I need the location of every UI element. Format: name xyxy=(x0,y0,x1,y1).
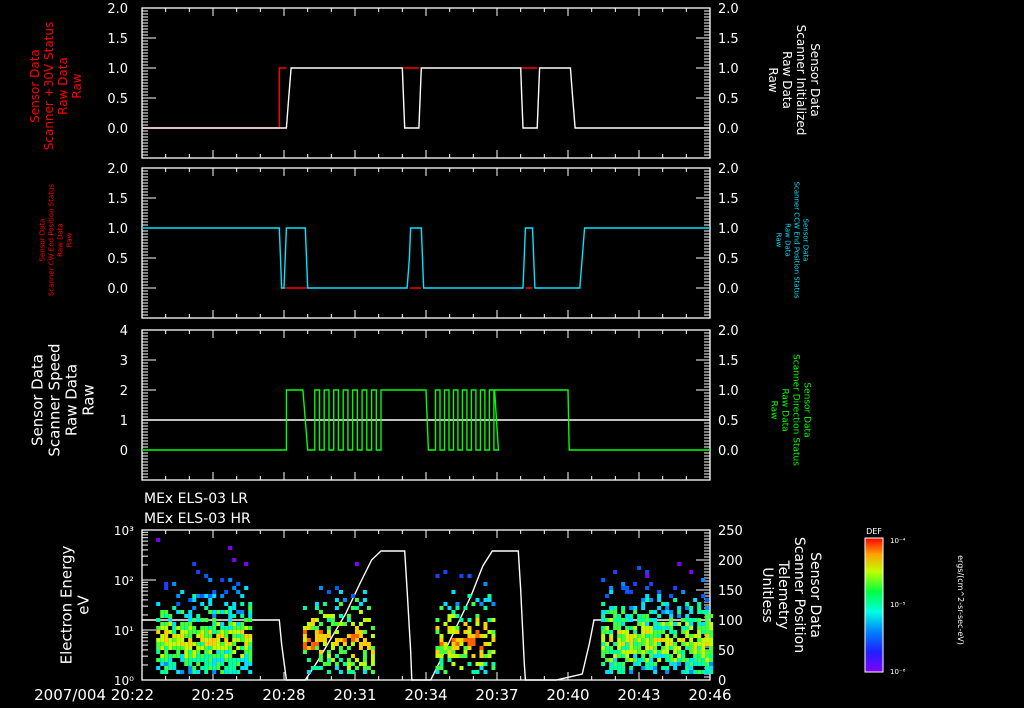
y-tick-label: 0.5 xyxy=(107,92,128,107)
colorbar-tick: 10⁻⁴ xyxy=(890,537,906,545)
y-tick-label: 0.5 xyxy=(718,252,739,267)
y-tick-label: 4 xyxy=(120,324,128,339)
y-axis-title: Raw xyxy=(769,401,779,420)
colorbar-tick: 10⁻⁶ xyxy=(890,668,906,676)
y-tick-label: 1.5 xyxy=(107,192,128,207)
y-tick-label: 150 xyxy=(718,584,743,599)
x-tick-label: 20:31 xyxy=(333,686,376,704)
x-start-label: 2007/004 20:22 xyxy=(34,686,154,704)
y-axis-title: Telemetry xyxy=(775,559,791,629)
y-tick-label: 0.0 xyxy=(107,122,128,137)
y-axis-title: Raw Data xyxy=(63,364,81,436)
x-tick-label: 20:34 xyxy=(404,686,447,704)
y-axis-title: Raw xyxy=(766,67,780,92)
panel-title: MEx ELS-03 LR xyxy=(144,491,248,507)
y-tick-label: 0.5 xyxy=(107,252,128,267)
y-axis-title: Electron Energy xyxy=(58,545,76,664)
x-tick-label: 20:28 xyxy=(262,686,305,704)
y-axis-title: Raw Data xyxy=(57,223,65,257)
y-axis-title: Raw xyxy=(80,384,98,416)
y-axis-title: Scanner Direction Status xyxy=(791,354,801,466)
y-tick-label: 200 xyxy=(718,554,743,569)
y-tick-label: 2.0 xyxy=(718,324,739,339)
y-tick-label: 0.0 xyxy=(718,282,739,297)
y-axis-title: Unitless xyxy=(759,567,775,623)
y-tick-label: 1.0 xyxy=(718,62,739,77)
y-axis-title: Sensor Data xyxy=(802,219,810,262)
panel-title: MEx ELS-03 HR xyxy=(144,511,251,527)
y-tick-label: 0 xyxy=(718,674,726,689)
y-tick-label: 1.0 xyxy=(718,384,739,399)
y-axis-title: Scanner +30V Status xyxy=(42,22,56,151)
y-axis-title: Scanner CCW End Position Status xyxy=(793,181,801,298)
y-axis-title: Scanner Initialized xyxy=(794,25,808,136)
y-axis-title: Raw xyxy=(775,233,783,248)
y-tick-label: 10³ xyxy=(114,524,134,538)
y-axis-title: eV xyxy=(75,595,93,615)
y-tick-label: 1.5 xyxy=(718,32,739,47)
y-tick-label: 0.5 xyxy=(718,92,739,107)
y-axis-title: Raw Data xyxy=(780,388,790,431)
y-tick-label: 100 xyxy=(718,614,743,629)
y-tick-label: 2.0 xyxy=(718,2,739,17)
y-tick-label: 1.0 xyxy=(107,62,128,77)
y-tick-label: 1.0 xyxy=(718,222,739,237)
y-axis-title: Raw xyxy=(70,73,84,98)
y-axis-title: Sensor Data xyxy=(807,552,823,638)
y-axis-title: Sensor Data xyxy=(39,219,47,262)
y-tick-label: 2.0 xyxy=(107,162,128,177)
y-tick-label: 250 xyxy=(718,524,743,539)
y-tick-label: 1.5 xyxy=(718,192,739,207)
y-axis-title: Scanner Position xyxy=(791,537,807,653)
y-axis-title: Sensor Data xyxy=(29,354,47,446)
y-tick-label: 0.0 xyxy=(718,444,739,459)
y-tick-label: 2.0 xyxy=(718,162,739,177)
y-tick-label: 10¹ xyxy=(114,624,134,638)
y-tick-label: 0.0 xyxy=(107,282,128,297)
y-axis-title: Raw xyxy=(66,232,74,247)
x-tick-label: 20:25 xyxy=(191,686,234,704)
y-axis-title: Scanner CW End Position Status xyxy=(48,184,56,297)
y-axis-title: Scanner Speed xyxy=(46,343,64,456)
y-tick-label: 10⁰ xyxy=(114,674,134,688)
y-tick-label: 10² xyxy=(114,574,134,588)
x-tick-label: 20:43 xyxy=(617,686,660,704)
y-tick-label: 50 xyxy=(718,644,735,659)
y-tick-label: 1.5 xyxy=(107,32,128,47)
y-tick-label: 2.0 xyxy=(107,2,128,17)
x-tick-label: 20:46 xyxy=(688,686,731,704)
y-tick-label: 0.5 xyxy=(718,414,739,429)
colorbar-tick: 10⁻⁵ xyxy=(890,601,906,609)
y-axis-title: Sensor Data xyxy=(802,382,812,437)
colorbar-label: DEF xyxy=(866,527,882,536)
y-tick-label: 2 xyxy=(120,384,128,399)
y-axis-title: Sensor Data xyxy=(28,49,42,123)
colorbar-units: ergs/(cm^2-sr-sec-eV) xyxy=(956,555,965,645)
y-axis-title: Raw Data xyxy=(784,223,792,257)
y-tick-label: 3 xyxy=(120,354,128,369)
x-tick-label: 20:40 xyxy=(546,686,589,704)
y-tick-label: 1.5 xyxy=(718,354,739,369)
x-tick-label: 20:37 xyxy=(475,686,518,704)
y-tick-label: 0.0 xyxy=(718,122,739,137)
y-axis-title: Sensor Data xyxy=(808,43,822,117)
y-tick-label: 1 xyxy=(120,414,128,429)
y-tick-label: 1.0 xyxy=(107,222,128,237)
y-tick-label: 0 xyxy=(120,444,128,459)
y-axis-title: Raw Data xyxy=(780,51,794,109)
y-axis-title: Raw Data xyxy=(56,57,70,115)
